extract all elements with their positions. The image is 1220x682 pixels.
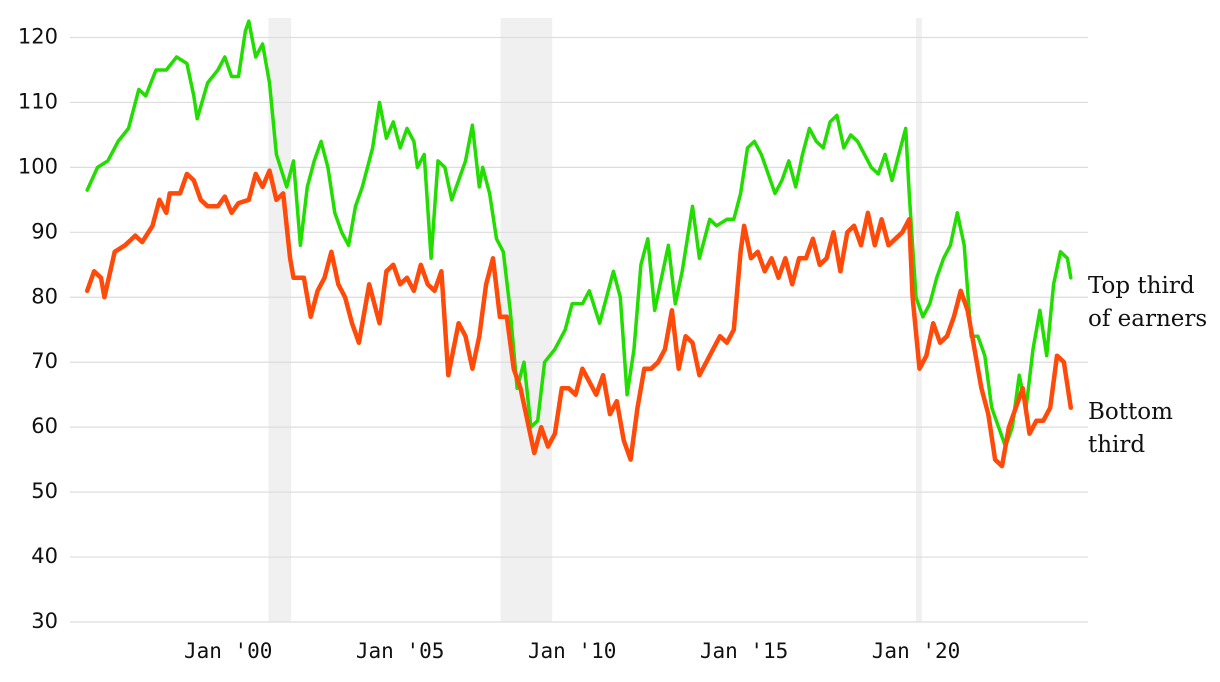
y-tick-label: 100 bbox=[18, 154, 58, 178]
y-tick-label: 110 bbox=[18, 89, 58, 113]
series-line bbox=[84, 168, 1074, 469]
y-tick-label: 30 bbox=[31, 609, 58, 633]
y-tick-label: 90 bbox=[31, 219, 58, 243]
y-tick-label: 80 bbox=[31, 284, 58, 308]
x-tick-label: Jan '00 bbox=[184, 639, 273, 663]
recession-band bbox=[916, 18, 922, 622]
y-tick-label: 50 bbox=[31, 479, 58, 503]
x-tick-label: Jan '20 bbox=[872, 639, 961, 663]
recession-band bbox=[268, 18, 292, 622]
y-tick-label: 60 bbox=[31, 414, 58, 438]
legend-label: Top third of earners bbox=[1088, 273, 1208, 332]
x-tick-label: Jan '10 bbox=[528, 639, 617, 663]
y-tick-label: 40 bbox=[31, 544, 58, 568]
series-line bbox=[85, 19, 1073, 449]
legend-label: Bottom third bbox=[1088, 399, 1173, 458]
x-tick-label: Jan '05 bbox=[356, 639, 445, 663]
y-tick-label: 120 bbox=[18, 24, 58, 48]
y-tick-label: 70 bbox=[31, 349, 58, 373]
x-tick-label: Jan '15 bbox=[700, 639, 789, 663]
